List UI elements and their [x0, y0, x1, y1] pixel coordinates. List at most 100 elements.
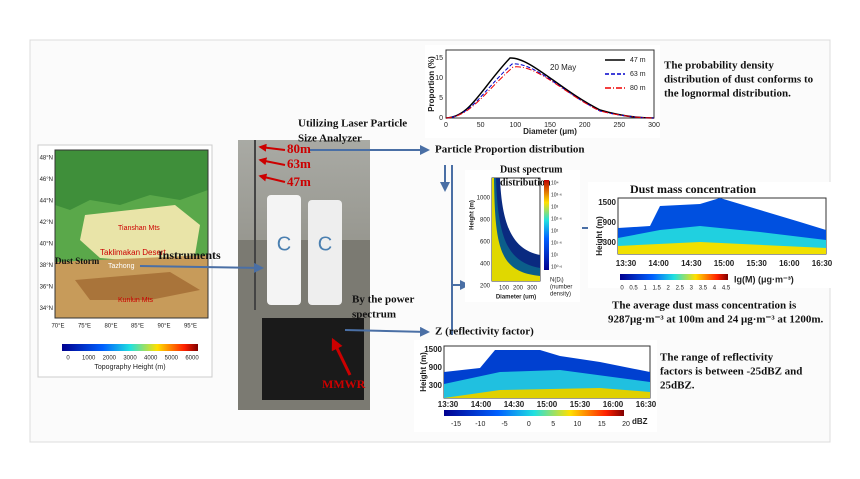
annotation: spectrum: [352, 309, 396, 321]
y-tick-label: 600: [480, 240, 491, 246]
colorbar-tick: 10²: [551, 228, 559, 234]
axis-label: Diameter (um): [496, 295, 536, 301]
x-tick-label: 15:00: [714, 259, 735, 268]
map-border: [54, 149, 209, 319]
map: Tianshan Mts Taklimakan Desert Tazhong K…: [37, 144, 213, 378]
colorbar-title: Topography Height (m): [94, 364, 165, 371]
radar-label: MMWR: [322, 377, 366, 391]
annotation: Instruments: [158, 248, 221, 262]
y-tick-label: 15: [435, 55, 443, 62]
colorbar-tick: -5: [501, 421, 507, 428]
lat-tick: 48°N: [40, 156, 53, 162]
colorbar-tick: 5000: [165, 356, 179, 362]
legend-label: 80 m: [630, 85, 646, 92]
spectrum-fill: [492, 178, 540, 281]
colorbar: [62, 344, 198, 351]
legend-label: 47 m: [630, 57, 646, 64]
plot-axes: [445, 49, 655, 119]
colorbar-tick: 0.5: [629, 286, 638, 292]
lat-tick: 36°N: [40, 285, 53, 291]
lat-tick: 44°N: [40, 199, 53, 205]
colorbar-tick: 0: [620, 286, 624, 292]
x-tick-label: 13:30: [438, 400, 459, 409]
map-label: Kunlun Mts: [118, 297, 154, 304]
note: 9287μg·m⁻³ at 100m and 24 μg·m⁻³ at 1200…: [608, 314, 823, 326]
x-tick-label: 200: [513, 286, 524, 292]
arrow: [139, 262, 264, 273]
x-tick-label: 14:00: [648, 259, 669, 268]
spectrum-plot: Dust spectrum distribution 1000 800 600 400…: [465, 164, 580, 302]
field-fill: [444, 388, 650, 398]
colorbar-tick: 10¹: [551, 252, 559, 258]
colorbar-tick: 3.5: [699, 286, 708, 292]
arrow: [344, 326, 430, 337]
colorbar-tick: -10: [475, 421, 485, 428]
x-tick-label: 16:00: [603, 400, 624, 409]
x-tick-label: 100: [509, 122, 521, 129]
x-tick-label: 15:30: [570, 400, 591, 409]
colorbar-tick: 5: [551, 421, 555, 428]
lon-tick: 80°E: [104, 324, 117, 330]
x-tick-label: 100: [499, 286, 510, 292]
note: 25dBZ.: [660, 380, 695, 392]
colorbar-tick: 10³·⁶: [551, 192, 562, 198]
colorbar-tick: 4000: [144, 356, 158, 362]
desert-area: [80, 205, 200, 262]
spectrum-fill: [492, 178, 540, 281]
axis-label: Proportion (%): [427, 56, 436, 112]
lat-tick: 40°N: [40, 242, 53, 248]
mass-plot: Dust mass concentration 1500 900 300 13:30 1…: [588, 182, 833, 292]
colorbar: [444, 410, 624, 416]
colorbar-tick: 3: [690, 286, 694, 292]
annotation: Particle Proportion distribution: [435, 144, 585, 156]
x-tick-label: 13:30: [616, 259, 637, 268]
colorbar-label: N(Dᵢ): [550, 278, 564, 284]
y-tick-label: 900: [429, 363, 443, 372]
x-tick-label: 50: [477, 122, 485, 129]
colorbar-tick: 15: [598, 421, 606, 428]
height-label: 47m: [287, 174, 311, 189]
arrow: [331, 337, 352, 376]
arrow: [258, 143, 286, 152]
axis-label: Height (m): [470, 200, 476, 230]
curve: [445, 63, 655, 119]
note: The range of reflectivity: [660, 352, 774, 364]
photo: C C 80m 63m 47m MMWR: [238, 140, 370, 410]
y-tick-label: 10: [435, 75, 443, 82]
note: the lognormal distribution.: [664, 88, 791, 100]
x-tick-label: 15:00: [537, 400, 558, 409]
height-label: 63m: [287, 156, 311, 171]
map-label: Tazhong: [108, 263, 135, 270]
axis-label: Height (m): [419, 352, 428, 392]
lon-tick: 90°E: [157, 324, 170, 330]
x-tick-label: 14:30: [504, 400, 525, 409]
x-tick-label: 15:30: [746, 259, 767, 268]
colorbar-tick: 1000: [82, 356, 96, 362]
logo: C: [318, 233, 332, 255]
colorbar-tick: 10: [574, 421, 582, 428]
logo: C: [277, 233, 291, 255]
curve: [445, 66, 655, 119]
colorbar-tick: 2000: [103, 356, 117, 362]
x-tick-label: 16:30: [636, 400, 657, 409]
colorbar-tick: 10⁴: [551, 180, 559, 186]
annotation: Z (reflectivity factor): [435, 326, 534, 338]
annotation: Size Analyzer: [298, 133, 362, 145]
lat-tick: 46°N: [40, 177, 53, 183]
colorbar-tick: 1: [643, 286, 647, 292]
colorbar-label: lg(M) (μg·m⁻³): [734, 274, 794, 284]
x-tick-label: 14:30: [681, 259, 702, 268]
plot-title: distribution: [500, 177, 551, 188]
y-tick-label: 300: [429, 381, 443, 390]
annotation: By the power: [352, 294, 414, 306]
lat-tick: 38°N: [40, 263, 53, 269]
terrain: [55, 150, 208, 210]
axis-label: Diameter (μm): [523, 127, 577, 136]
colorbar-tick: 1.5: [652, 286, 661, 292]
instrument: [267, 195, 301, 305]
y-tick-label: 1000: [477, 196, 491, 202]
y-tick-label: 1500: [424, 345, 442, 354]
lon-tick: 75°E: [78, 324, 91, 330]
y-tick-label: 800: [480, 218, 491, 224]
lat-tick: 42°N: [40, 220, 53, 226]
